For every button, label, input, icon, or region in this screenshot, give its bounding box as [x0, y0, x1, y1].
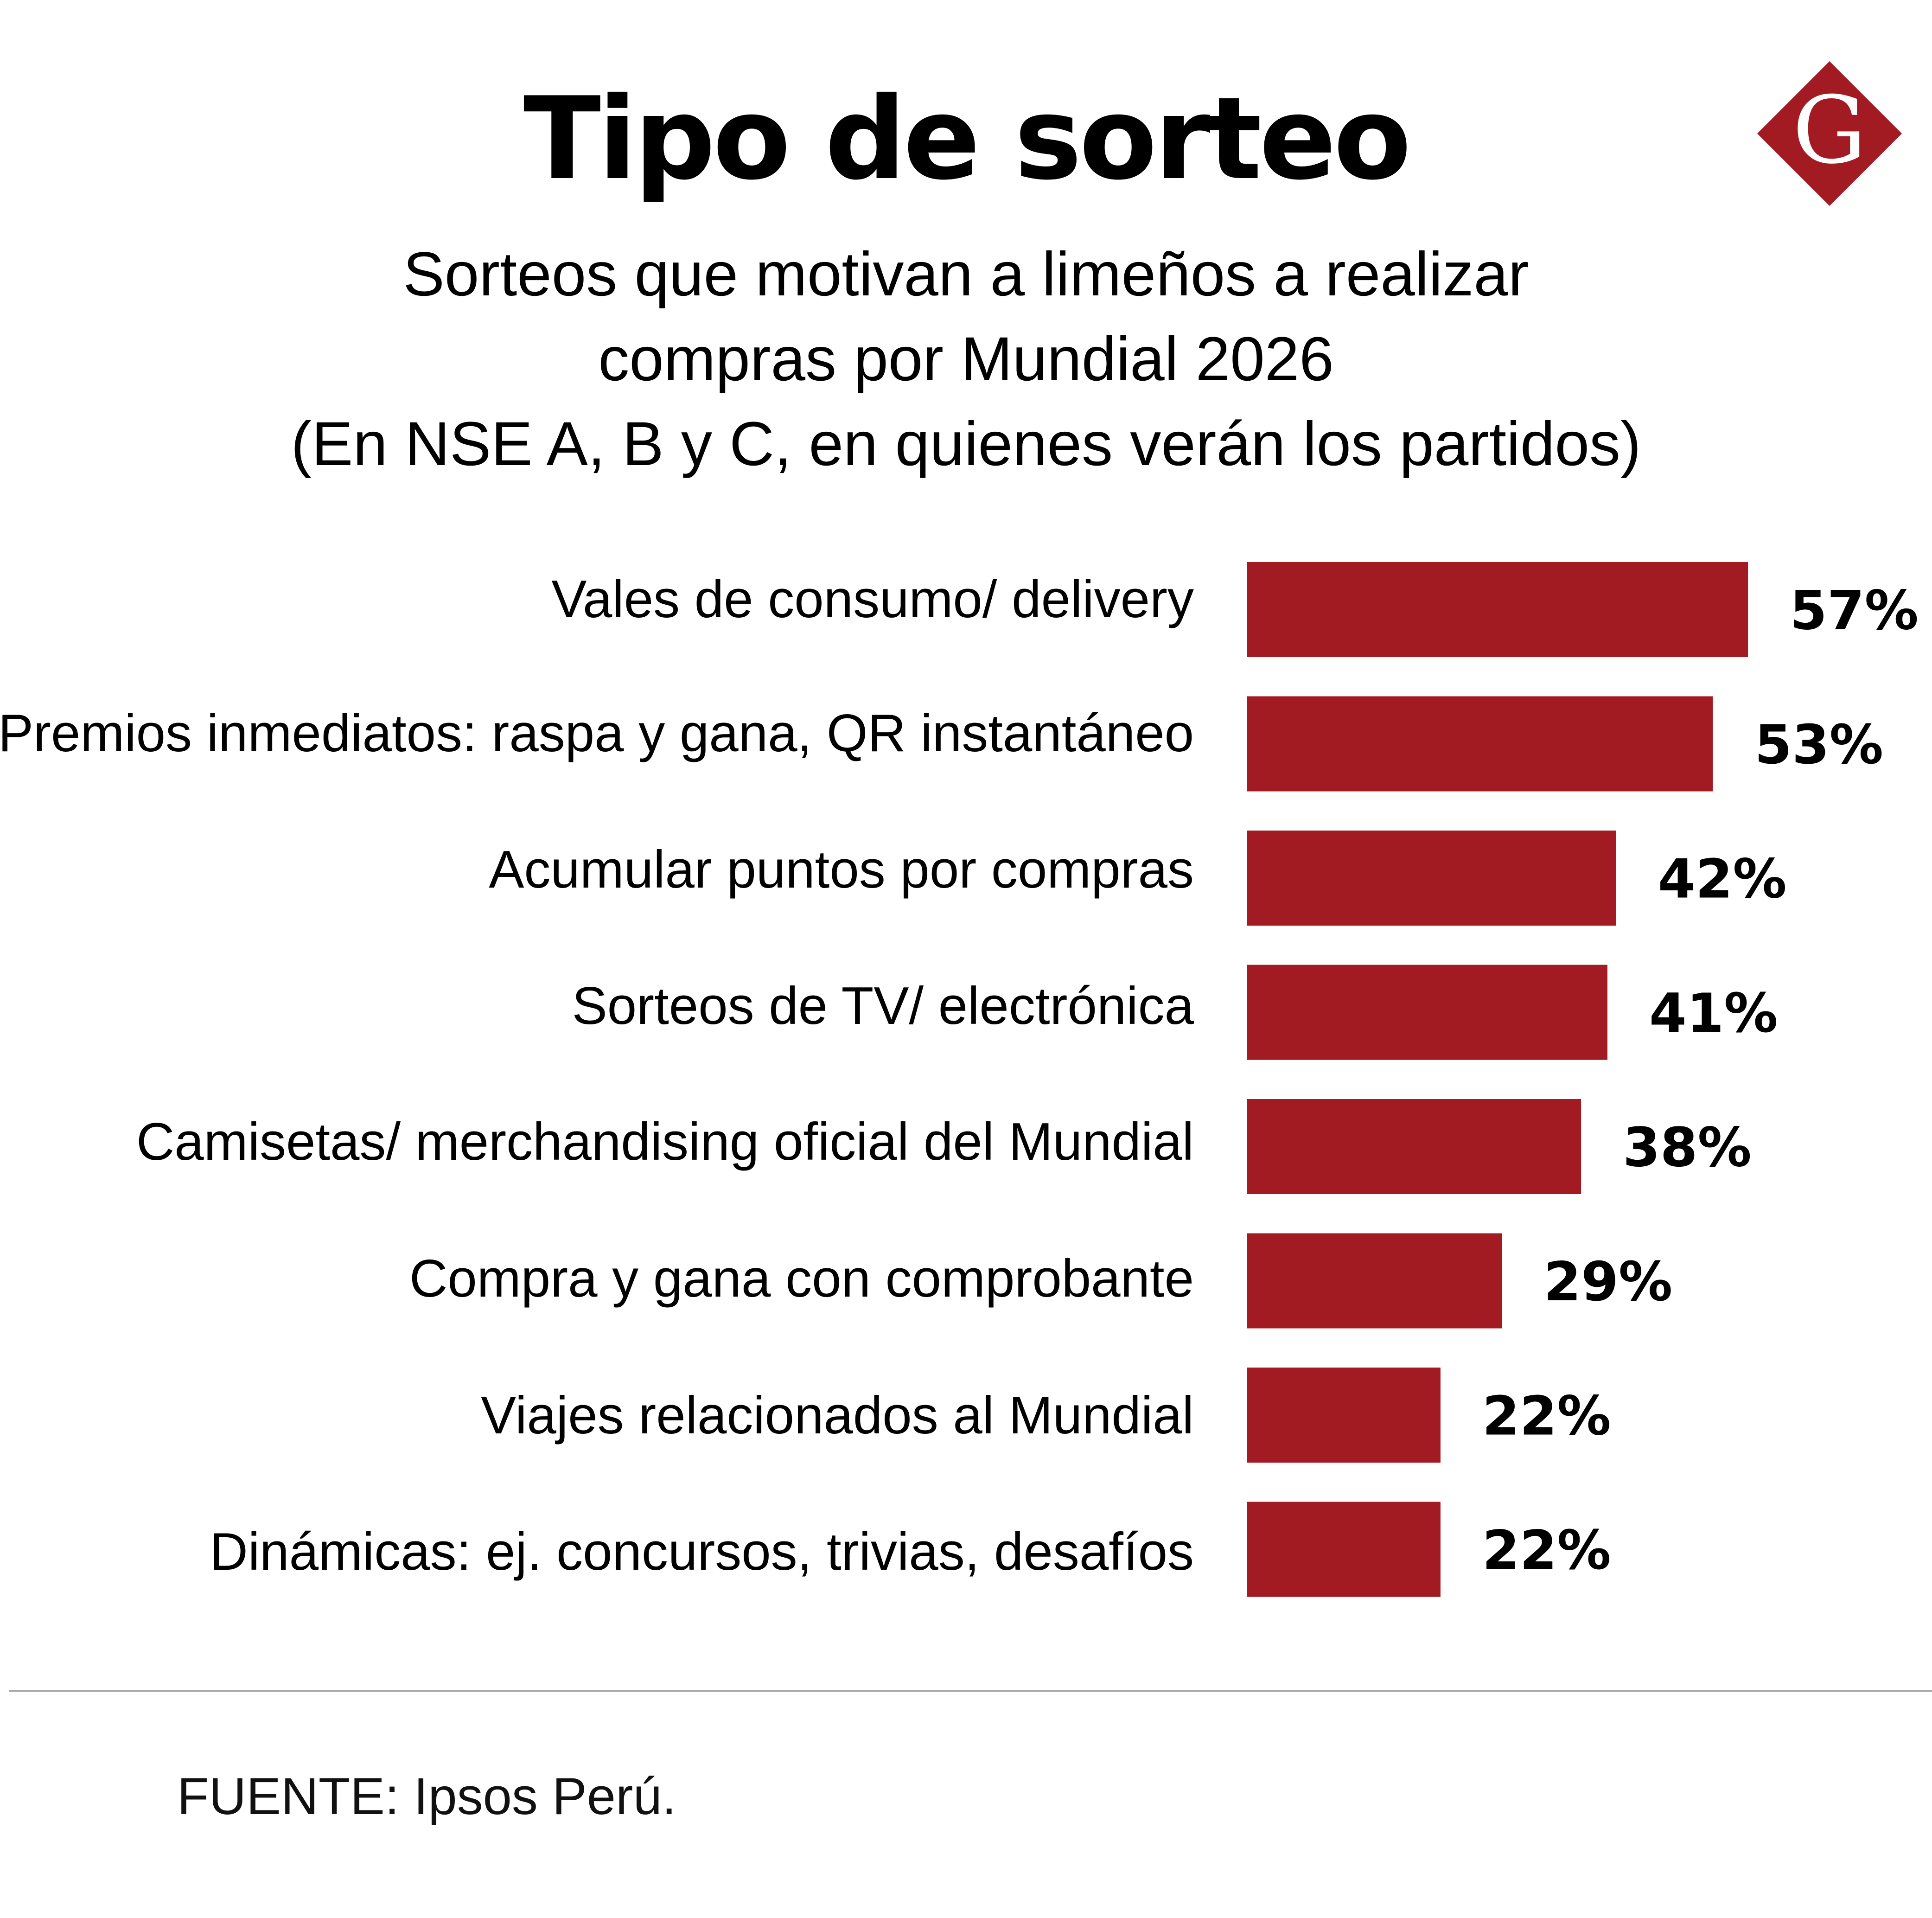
category-label: Camisetas/ merchandising oficial del Mun…	[136, 1112, 1194, 1171]
bar	[1247, 1233, 1502, 1329]
chart-subtitle: Sorteos que motivan a limeños a realizar…	[0, 232, 1932, 486]
data-label: 53%	[1754, 714, 1883, 776]
bar	[1247, 696, 1713, 792]
category-label: Sorteos de TV/ electrónica	[572, 977, 1194, 1036]
bar	[1247, 965, 1607, 1060]
data-label: 41%	[1649, 982, 1778, 1045]
category-label: Premios inmediatos: raspa y gana, QR ins…	[0, 704, 1194, 763]
subtitle-line-2: compras por Mundial 2026	[598, 325, 1334, 394]
data-label: 57%	[1790, 580, 1919, 642]
chart-title: Tipo de sorteo	[523, 73, 1412, 205]
logo-diamond-shape	[1757, 61, 1902, 206]
data-label: 29%	[1544, 1251, 1673, 1313]
category-label: Dinámicas: ej. concursos, trivias, desaf…	[210, 1522, 1194, 1581]
logo-letter: G	[1792, 77, 1867, 185]
category-label: Compra y gana con comprobante	[409, 1249, 1194, 1308]
bar	[1247, 1099, 1581, 1194]
subtitle-line-1: Sorteos que motivan a limeños a realizar	[403, 240, 1529, 309]
category-label: Acumular puntos por compras	[489, 840, 1194, 899]
bar	[1247, 1502, 1441, 1597]
g-diamond-logo-icon: G	[1757, 61, 1902, 206]
category-label: Viajes relacionados al Mundial	[481, 1386, 1194, 1445]
bar	[1247, 562, 1748, 657]
data-label: 22%	[1482, 1519, 1611, 1582]
data-label: 42%	[1658, 848, 1787, 911]
data-label: 38%	[1623, 1117, 1752, 1179]
footer-divider	[9, 1690, 1932, 1692]
data-label: 22%	[1482, 1385, 1611, 1448]
bar	[1247, 1368, 1441, 1463]
source-note: FUENTE: Ipsos Perú.	[177, 1767, 676, 1825]
category-label: Vales de consumo/ delivery	[551, 570, 1194, 629]
bar	[1247, 831, 1616, 926]
subtitle-line-3: (En NSE A, B y C, en quienes verán los p…	[291, 409, 1641, 479]
